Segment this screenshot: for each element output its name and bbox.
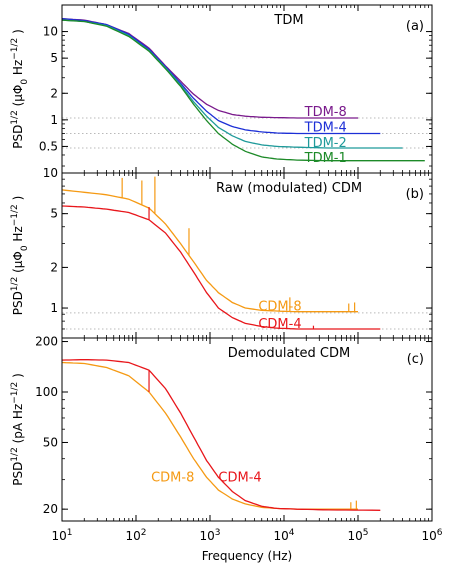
y-tick-label: 1 — [50, 301, 58, 315]
series-label: TDM-1 — [304, 151, 347, 166]
series-label: CDM-4 — [218, 470, 261, 485]
y-axis-label: PSD1/2 (μΦ0 Hz−1/2 ) — [10, 29, 30, 149]
series-label: CDM-8 — [258, 299, 301, 314]
panel-letter: (a) — [406, 19, 424, 34]
x-tick-label: 103 — [199, 528, 220, 543]
panel-letter: (b) — [406, 187, 424, 202]
series-line — [61, 189, 358, 313]
y-tick-label: 100 — [35, 385, 58, 399]
x-tick-label: 102 — [125, 528, 146, 543]
panel-title: Raw (modulated) CDM — [216, 181, 362, 196]
panel-frame — [61, 337, 433, 522]
panel-letter: (c) — [407, 352, 424, 367]
y-tick-label: 2 — [50, 86, 58, 100]
series-line — [61, 361, 358, 510]
series-label: CDM-8 — [151, 470, 194, 485]
x-tick-label: 104 — [273, 528, 294, 543]
series-line — [61, 18, 358, 119]
y-tick-label: 2 — [50, 260, 58, 274]
x-axis-label: Frequency (Hz) — [202, 549, 293, 563]
x-tick-label: 101 — [51, 528, 72, 543]
y-tick-label: 5 — [50, 51, 58, 65]
series-line — [61, 19, 425, 162]
panel-title: Demodulated CDM — [228, 346, 350, 361]
series-label: TDM-8 — [304, 105, 347, 120]
y-tick-label: 10 — [43, 166, 58, 180]
y-tick-label: 10 — [43, 25, 58, 39]
panel-3: 20 50 100 200 CDM-8 CDM-4 Demodulated CDM (c) PS… — [10, 335, 433, 522]
series-line — [61, 358, 381, 511]
series-label: CDM-4 — [258, 317, 301, 332]
series-line — [61, 18, 381, 135]
y-axis-label: PSD1/2 (μΦ0 Hz−1/2 ) — [10, 196, 30, 316]
series-line — [61, 19, 403, 149]
y-tick-label: 20 — [43, 502, 58, 516]
y-tick-label: 0.5 — [39, 139, 58, 153]
panel-title: TDM — [273, 13, 303, 28]
x-tick-label: 105 — [347, 528, 368, 543]
y-tick-label: 200 — [35, 335, 58, 349]
x-tick-label: 106 — [421, 528, 442, 543]
series-line — [61, 205, 381, 330]
y-axis-label: PSD1/2 (pA Hz−1/2 ) — [10, 373, 25, 486]
y-tick-label: 5 — [50, 207, 58, 221]
panel-2: 1 2 5 10 CDM-8 CDM-4 Raw (modulated) CDM (b) PSD… — [10, 166, 433, 339]
y-tick-label: 1 — [50, 113, 58, 127]
y-tick-label: 50 — [43, 435, 58, 449]
series-label: TDM-4 — [304, 120, 347, 135]
series-label: TDM-2 — [304, 136, 347, 151]
